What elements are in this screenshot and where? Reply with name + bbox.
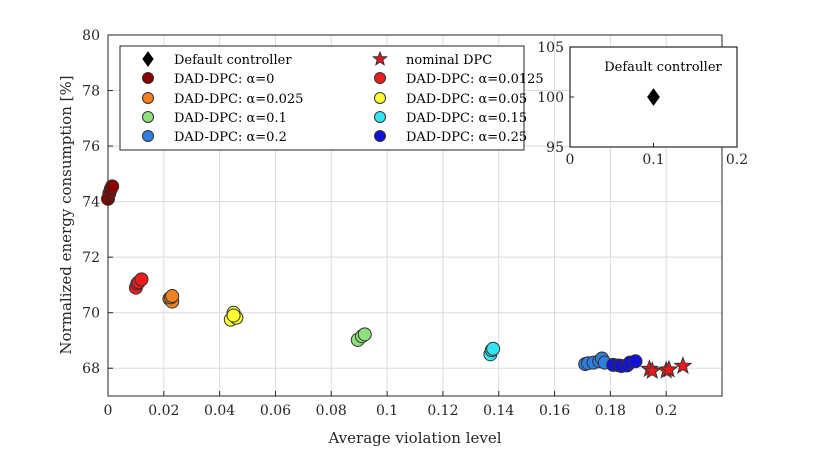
legend-marker	[374, 92, 386, 104]
data-point	[165, 289, 180, 304]
inset-y-tick-label: 95	[546, 140, 564, 156]
legend-marker	[374, 130, 386, 142]
legend-marker	[142, 92, 154, 104]
legend-label: DAD-DPC: α=0.0125	[406, 72, 544, 87]
data-point	[642, 361, 662, 380]
x-axis-label: Average violation level	[327, 429, 501, 447]
inset-x-tick-label: 0.1	[642, 152, 664, 168]
y-tick-label: 74	[82, 195, 100, 211]
legend-label: DAD-DPC: α=0.15	[406, 111, 527, 126]
inset-x-tick-label: 0.2	[726, 152, 748, 168]
inset-chart: Default controller 0 0.1 0.2 95 100 105	[537, 40, 748, 168]
legend-marker	[142, 111, 154, 123]
data-point	[226, 308, 241, 323]
y-axis-label: Normalized energy consumption [%]	[57, 75, 75, 354]
main-marks	[101, 179, 693, 380]
legend-box	[119, 45, 525, 151]
legend-label: nominal DPC	[406, 53, 492, 68]
x-tick-label: 0.14	[483, 403, 514, 419]
data-point	[134, 272, 149, 287]
x-tick-label: 0	[104, 403, 113, 419]
y-tick-label: 72	[82, 250, 100, 266]
x-tick-label: 0.1	[376, 403, 398, 419]
legend: Default controller nominal DPC DAD-DPC: α=…	[119, 45, 544, 151]
legend-label: DAD-DPC: α=0	[174, 72, 274, 87]
x-tick-label: 0.16	[539, 403, 570, 419]
data-point	[673, 356, 693, 375]
legend-marker	[142, 72, 154, 84]
main-ticks: 0 0.02 0.04 0.06 0.08 0.1 0.12 0.14 0.16 0.18 0.2 6…	[82, 28, 677, 419]
x-tick-label: 0.12	[427, 403, 458, 419]
legend-label: DAD-DPC: α=0.025	[174, 92, 303, 107]
legend-marker	[142, 130, 154, 142]
legend-label: DAD-DPC: α=0.05	[406, 92, 527, 107]
legend-marker	[371, 50, 389, 66]
data-point	[105, 179, 120, 194]
data-point	[659, 359, 679, 378]
inset-y-tick-label: 100	[537, 90, 564, 106]
x-tick-label: 0.06	[260, 403, 291, 419]
legend-label: DAD-DPC: α=0.2	[174, 130, 287, 145]
legend-label: Default controller	[174, 53, 292, 68]
legend-label: DAD-DPC: α=0.25	[406, 130, 527, 145]
legend-label: DAD-DPC: α=0.1	[174, 111, 287, 126]
inset-title: Default controller	[604, 60, 722, 75]
y-tick-label: 70	[82, 306, 100, 322]
y-tick-label: 68	[82, 361, 100, 377]
legend-marker	[374, 72, 386, 84]
x-tick-label: 0.2	[655, 403, 677, 419]
x-tick-label: 0.18	[595, 403, 626, 419]
data-point	[486, 341, 501, 356]
legend-marker	[142, 51, 154, 67]
data-point	[357, 327, 372, 342]
inset-y-tick-label: 105	[537, 40, 564, 56]
x-tick-label: 0.04	[204, 403, 235, 419]
plot-axes-box	[107, 34, 723, 397]
y-tick-label: 80	[82, 28, 100, 44]
y-tick-label: 76	[82, 139, 100, 155]
x-tick-label: 0.08	[316, 403, 347, 419]
x-tick-label: 0.02	[148, 403, 179, 419]
inset-data-point	[647, 88, 660, 106]
legend-marker	[374, 111, 386, 123]
y-tick-label: 78	[82, 84, 100, 100]
inset-x-tick-label: 0	[566, 152, 575, 168]
data-point	[628, 354, 643, 369]
